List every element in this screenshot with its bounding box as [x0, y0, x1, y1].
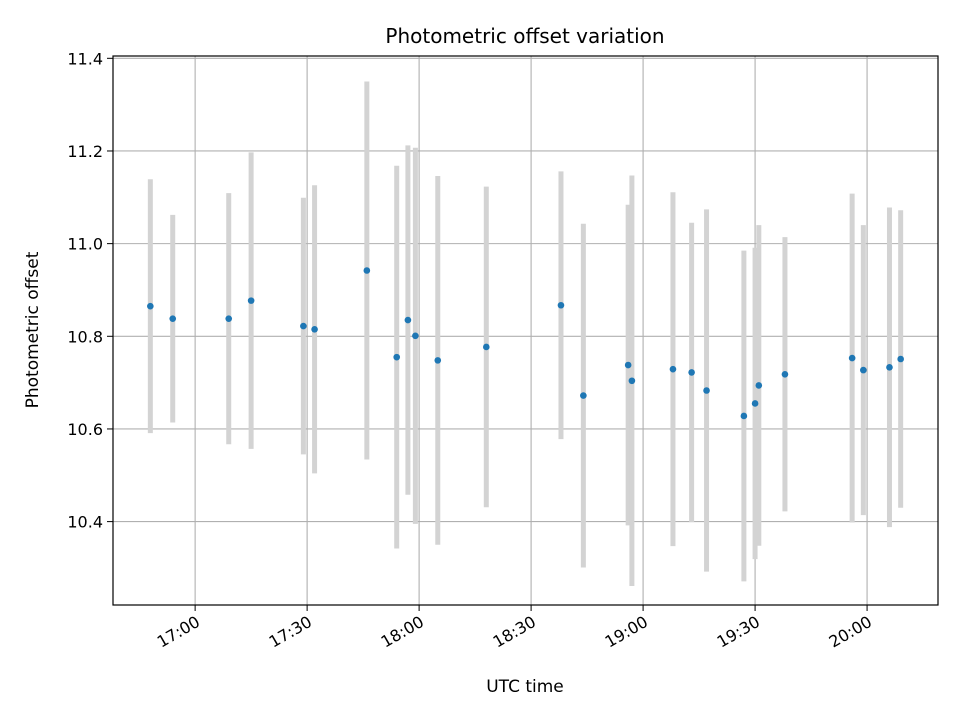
data-point: [688, 369, 695, 376]
data-point: [860, 366, 867, 374]
data-point: [300, 322, 307, 330]
x-tick-label: 18:30: [490, 612, 539, 652]
data-point: [557, 301, 565, 309]
data-point: [434, 357, 442, 364]
data-point: [755, 382, 763, 389]
y-tick-label: 10.4: [67, 513, 103, 532]
x-axis-title: UTC time: [486, 677, 564, 697]
data-point: [393, 353, 401, 361]
y-tick-label: 10.8: [67, 327, 103, 346]
data-point: [147, 302, 154, 310]
y-axis-ticks: 10.4 10.6 10.8 11.0 11.2 11.4: [67, 49, 113, 532]
data-point: [848, 354, 856, 362]
data-point: [225, 315, 233, 322]
data-point: [628, 377, 636, 385]
data-point: [624, 361, 632, 369]
plot-area: [113, 56, 938, 605]
y-axis-title: Photometric offset: [23, 251, 43, 408]
data-point: [311, 326, 318, 333]
x-axis-ticks: 17:00 17:30 18:00 18:30 19:00 19:30 20:00: [154, 605, 875, 652]
x-tick-label: 18:00: [378, 612, 427, 652]
x-tick-label: 19:30: [714, 612, 763, 652]
data-point: [897, 355, 904, 363]
x-tick-label: 17:30: [266, 612, 315, 652]
data-point: [363, 267, 371, 274]
data-point: [781, 370, 789, 378]
data-point: [247, 297, 255, 304]
data-point: [669, 365, 677, 373]
data-point: [412, 332, 419, 340]
x-tick-label: 20:00: [826, 612, 875, 652]
data-point: [703, 387, 710, 394]
data-point: [751, 400, 759, 407]
data-point: [404, 316, 412, 324]
data-points: [147, 267, 904, 420]
data-point: [580, 392, 587, 399]
data-point: [169, 315, 177, 322]
data-point: [740, 412, 748, 420]
data-point: [886, 364, 893, 371]
x-tick-label: 17:00: [154, 612, 203, 652]
x-tick-label: 19:00: [602, 612, 651, 652]
data-point: [483, 343, 490, 351]
y-tick-label: 11.2: [67, 142, 103, 161]
plot-frame: [112, 55, 939, 606]
chart-title: Photometric offset variation: [385, 24, 664, 48]
y-tick-label: 10.6: [67, 420, 103, 439]
y-tick-label: 11.0: [67, 235, 103, 254]
y-tick-label: 11.4: [67, 49, 103, 68]
